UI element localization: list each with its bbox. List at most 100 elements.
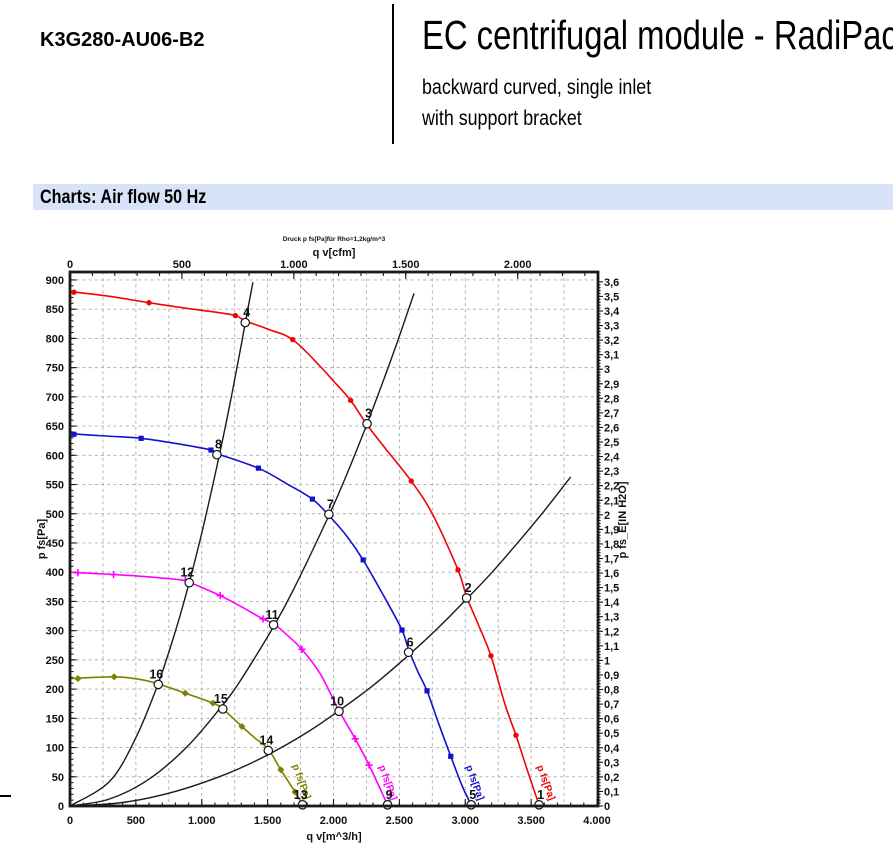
system-curves — [69, 282, 572, 807]
y-left-tick-label: 100 — [46, 743, 64, 755]
operating-point-7 — [324, 509, 334, 520]
y-right-tick-label: 3,5 — [604, 291, 619, 303]
y-right-tick-label: 2 — [604, 510, 610, 522]
fan-curve-3 — [69, 571, 389, 806]
y-right-tick-label: 2,5 — [604, 437, 619, 449]
y-left-tick-label: 900 — [46, 275, 64, 287]
y-right-tick-label: 0,3 — [604, 757, 619, 769]
y-right-axis-title: p fs_E[IN H2O] — [617, 481, 629, 558]
operating-point-label-6: 6 — [407, 635, 414, 649]
y-right-tick-label: 0,1 — [604, 786, 619, 798]
operating-point-label-15: 15 — [214, 692, 228, 706]
y-left-tick-label: 350 — [46, 596, 64, 608]
marker-square — [208, 447, 214, 453]
operating-point-label-1: 1 — [537, 788, 544, 802]
system-curve-A — [69, 282, 254, 807]
operating-point-label-8: 8 — [215, 438, 222, 452]
marker-diamond — [181, 689, 189, 697]
x-top-axis-title: q v[cfm] — [313, 247, 356, 259]
subtitle-line-1: backward curved, single inlet — [422, 76, 652, 99]
marker-plus — [259, 615, 267, 623]
y-left-tick-label: 650 — [46, 421, 64, 433]
operating-point-label-9: 9 — [386, 788, 393, 802]
x-bottom-tick-label: 3.500 — [517, 815, 545, 827]
y-left-tick-label: 850 — [46, 304, 64, 316]
operating-point-label-13: 13 — [294, 788, 308, 802]
y-right-tick-label: 0,2 — [604, 772, 619, 784]
marker-square — [138, 435, 144, 441]
y-right-tick-label: 2,1 — [604, 495, 619, 507]
marker-plus — [74, 569, 82, 577]
marker-plus — [351, 735, 359, 743]
marker-square — [360, 557, 366, 563]
y-right-tick-label: 1 — [604, 655, 610, 667]
operating-point-12 — [184, 577, 195, 588]
y-right-tick-label: 2,6 — [604, 422, 619, 434]
model-number: K3G280-AU06-B2 — [40, 29, 205, 51]
fan-curve-2 — [69, 432, 472, 806]
y-right-tick-label: 0,7 — [604, 699, 619, 711]
marker-diamond — [238, 722, 246, 731]
grid — [70, 272, 598, 806]
y-right-tick-label: 2,4 — [604, 452, 620, 464]
y-right-tick-label: 0,8 — [604, 685, 619, 697]
y-right-tick-label: 3,1 — [604, 350, 619, 362]
marker-diamond — [209, 699, 217, 707]
marker-diamond — [110, 673, 118, 681]
y-left-tick-label: 250 — [46, 655, 64, 667]
y-right-tick-label: 2,2 — [604, 481, 619, 493]
marker-circle — [513, 732, 519, 738]
y-left-axis-title: p fs[Pa] — [36, 518, 48, 559]
marker-plus — [109, 570, 118, 579]
y-right-tick-label: 0,6 — [604, 714, 619, 726]
marker-square — [448, 753, 454, 759]
y-left-tick-label: 300 — [46, 626, 64, 638]
y-right-tick-label: 3,4 — [604, 306, 620, 318]
airflow-chart-area: Druck p fs[Pa]für Rho=1,2kg/m^3 q v[cfm] q… — [0, 228, 680, 846]
y-right-tick-label: 3,6 — [604, 277, 619, 289]
marker-circle — [232, 312, 239, 319]
marker-circle — [71, 289, 77, 295]
marker-circle — [347, 397, 354, 404]
x-bottom-tick-label: 0 — [67, 815, 73, 827]
marker-plus — [365, 761, 373, 769]
y-left-tick-label: 450 — [46, 538, 64, 550]
y-left-tick-label: 550 — [46, 480, 64, 492]
marker-square — [309, 496, 316, 502]
x-top-tick-label: 1.500 — [392, 259, 420, 271]
operating-point-2 — [461, 593, 472, 603]
marker-square — [255, 465, 262, 471]
page-margin-mark — [0, 795, 11, 797]
x-top-tick-label: 0 — [67, 259, 73, 271]
y-right-tick-label: 3,3 — [604, 321, 619, 333]
marker-square — [424, 688, 430, 694]
y-right-tick-label: 0,5 — [604, 728, 619, 740]
operating-point-label-14: 14 — [259, 733, 273, 747]
marker-plus — [298, 645, 306, 653]
y-left-tick-label: 600 — [46, 450, 64, 462]
marker-circle — [289, 336, 296, 343]
section-header-bar: Charts: Air flow 50 Hz — [33, 184, 893, 210]
marker-diamond — [277, 766, 285, 774]
y-left-tick-label: 400 — [46, 567, 64, 579]
y-left-tick-label: 700 — [46, 392, 64, 404]
y-right-tick-label: 3 — [604, 364, 610, 376]
subtitle-line-2: with support bracket — [422, 107, 582, 130]
operating-point-11 — [268, 620, 279, 630]
operating-point-label-7: 7 — [327, 497, 334, 511]
section-title: Charts: Air flow 50 Hz — [40, 187, 207, 208]
marker-circle — [488, 653, 494, 659]
marker-circle — [146, 300, 152, 306]
operating-point-label-2: 2 — [465, 581, 472, 595]
marker-circle — [408, 478, 414, 484]
operating-point-16 — [153, 679, 164, 690]
x-bottom-tick-label: 4.000 — [583, 815, 611, 827]
operating-point-label-4: 4 — [243, 306, 250, 320]
operating-point-label-10: 10 — [330, 694, 344, 708]
x-bottom-tick-label: 1.500 — [254, 815, 282, 827]
operating-point-14 — [263, 745, 274, 756]
operating-point-label-5: 5 — [469, 788, 476, 802]
y-left-tick-label: 500 — [46, 509, 64, 521]
